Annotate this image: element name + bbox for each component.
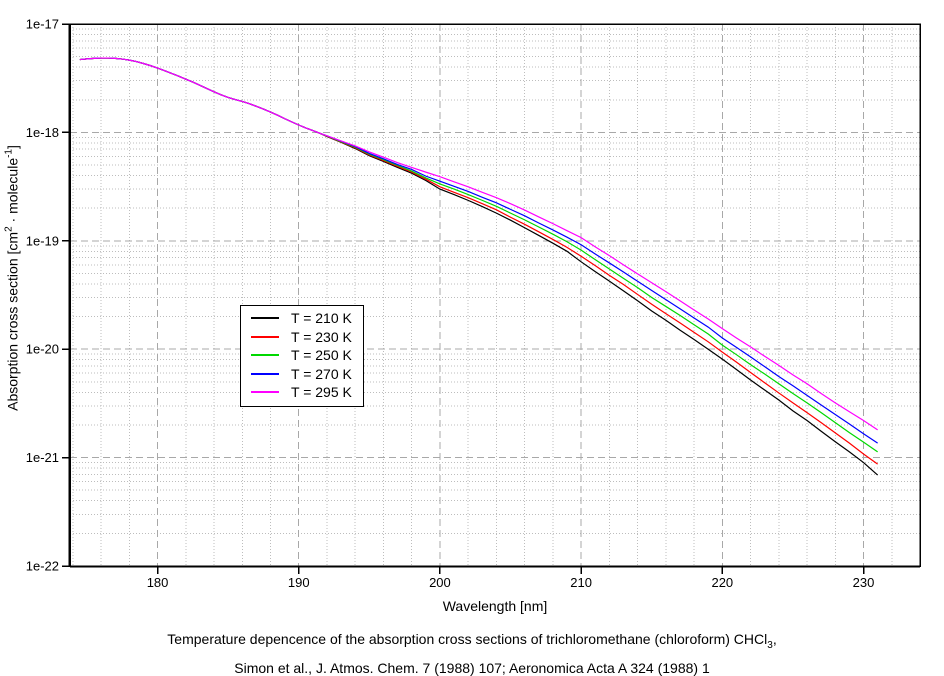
x-tick-label: 200 bbox=[429, 575, 451, 590]
major-gridlines bbox=[70, 24, 920, 566]
y-axis-title-supm1: -1 bbox=[3, 148, 15, 158]
x-tick-label: 230 bbox=[853, 575, 875, 590]
x-tick-label: 180 bbox=[147, 575, 169, 590]
caption: Temperature depencence of the absorption… bbox=[0, 628, 944, 676]
legend-item: T = 270 K bbox=[241, 365, 363, 384]
curve-t=230k bbox=[79, 57, 878, 465]
legend-line-swatch bbox=[251, 372, 279, 375]
curve-t=210k bbox=[79, 57, 879, 476]
legend-line-swatch bbox=[251, 317, 279, 320]
legend-line-swatch bbox=[251, 335, 279, 338]
axis-ticks bbox=[62, 23, 865, 574]
caption-line-1: Temperature depencence of the absorption… bbox=[0, 628, 944, 657]
x-tick-label: 190 bbox=[288, 575, 310, 590]
x-tick-label: 210 bbox=[570, 575, 592, 590]
caption-line1-sub: 3 bbox=[767, 639, 773, 651]
caption-line1-tail: , bbox=[772, 631, 777, 647]
y-axis-title-text: Absorption cross section [cm bbox=[4, 231, 21, 411]
legend-label: T = 250 K bbox=[291, 347, 352, 364]
x-tick-label: 220 bbox=[711, 575, 733, 590]
legend-item: T = 295 K bbox=[241, 383, 363, 402]
legend-label: T = 295 K bbox=[291, 384, 352, 401]
legend-item: T = 230 K bbox=[241, 328, 363, 347]
y-axis-title: Absorption cross section [cm2 · molecule… bbox=[2, 145, 21, 411]
legend-line-swatch bbox=[251, 354, 279, 357]
plot-border bbox=[68, 23, 921, 568]
legend-label: T = 210 K bbox=[291, 310, 352, 327]
y-tick-label: 1e-17 bbox=[26, 17, 59, 32]
y-axis-title-close: ] bbox=[4, 145, 21, 149]
y-tick-label: 1e-21 bbox=[26, 450, 59, 465]
legend-item: T = 210 K bbox=[241, 309, 363, 328]
y-axis-title-mid: · molecule bbox=[4, 157, 21, 227]
minor-gridlines bbox=[70, 24, 920, 566]
legend-item: T = 250 K bbox=[241, 346, 363, 365]
legend-label: T = 270 K bbox=[291, 365, 352, 382]
curve-t=295k bbox=[79, 57, 878, 431]
legend-line-swatch bbox=[251, 391, 279, 394]
y-tick-label: 1e-22 bbox=[26, 559, 59, 574]
plot-frame bbox=[69, 23, 921, 567]
caption-line-2: Simon et al., J. Atmos. Chem. 7 (1988) 1… bbox=[234, 659, 710, 676]
y-tick-label: 1e-18 bbox=[26, 125, 59, 140]
caption-line1-text: Temperature depencence of the absorption… bbox=[167, 631, 768, 647]
tick-labels: 180 190 200 210 220 230 1e-17 1e-18 1e-19 1e-20 1e… bbox=[26, 17, 875, 591]
y-axis-title-sup2: 2 bbox=[3, 226, 15, 232]
legend-label: T = 230 K bbox=[291, 328, 352, 345]
y-tick-label: 1e-20 bbox=[26, 342, 59, 357]
data-curves bbox=[79, 57, 879, 476]
y-tick-label: 1e-19 bbox=[26, 233, 59, 248]
x-axis-title: Wavelength [nm] bbox=[442, 598, 548, 614]
